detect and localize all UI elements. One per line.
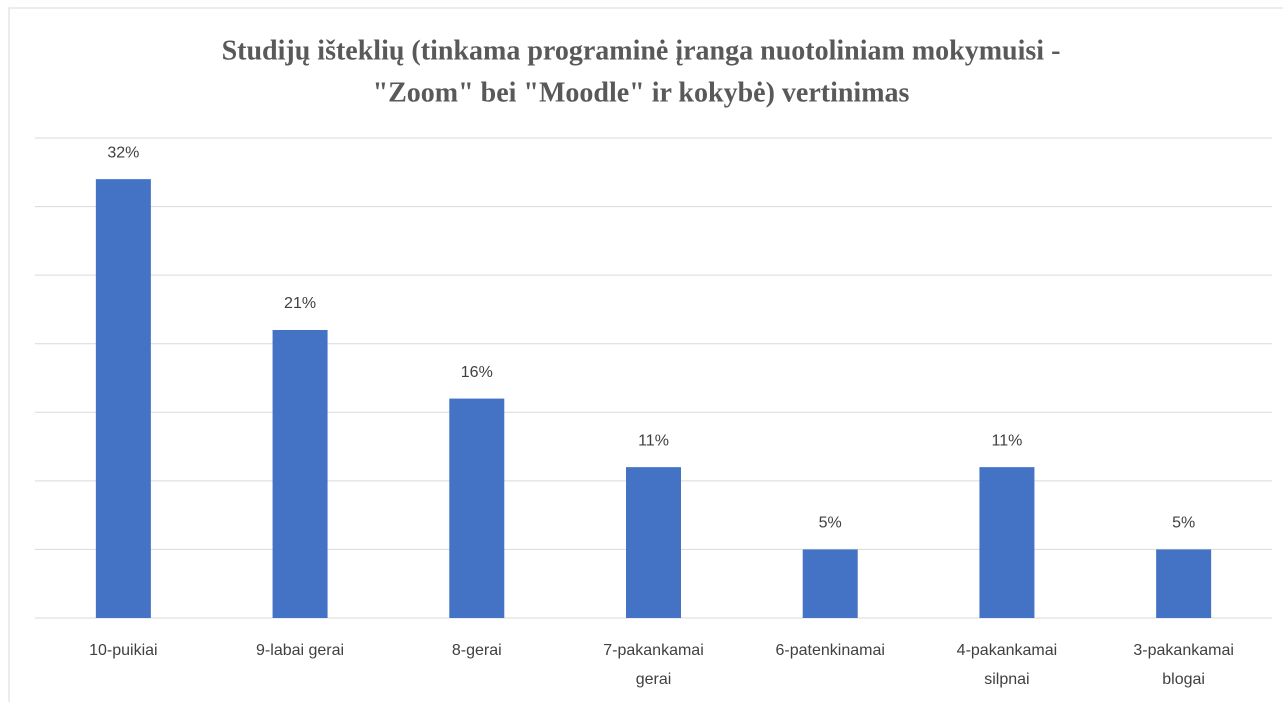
x-tick-label: 10-puikiai [89, 642, 157, 659]
data-label: 16% [461, 364, 493, 381]
data-label: 21% [284, 295, 316, 312]
bar [449, 398, 505, 618]
bar [979, 467, 1035, 618]
x-tick-label: 7-pakankamai gerai [603, 642, 704, 688]
chart-title: Studijų išteklių (tinkama programinė įra… [222, 35, 1061, 66]
bar [802, 549, 858, 618]
x-tick-label: 8-gerai [452, 642, 502, 659]
x-tick-label: 3-pakankamai blogai [1133, 642, 1234, 688]
chart-title: "Zoom" bei "Moodle" ir kokybė) vertinima… [373, 77, 910, 108]
bar [95, 179, 151, 618]
x-tick-label: 9-labai gerai [256, 642, 344, 659]
data-label: 32% [107, 144, 139, 161]
data-label: 11% [638, 432, 669, 449]
bar [626, 467, 681, 618]
data-label: 5% [819, 515, 842, 532]
bar [1156, 549, 1212, 618]
data-label: 5% [1172, 515, 1195, 532]
x-tick-label: 6-patenkinamai [776, 642, 885, 659]
x-tick-label: 4-pakankamai silpnai [957, 642, 1058, 688]
bar [272, 330, 328, 618]
data-label: 11% [992, 432, 1023, 449]
